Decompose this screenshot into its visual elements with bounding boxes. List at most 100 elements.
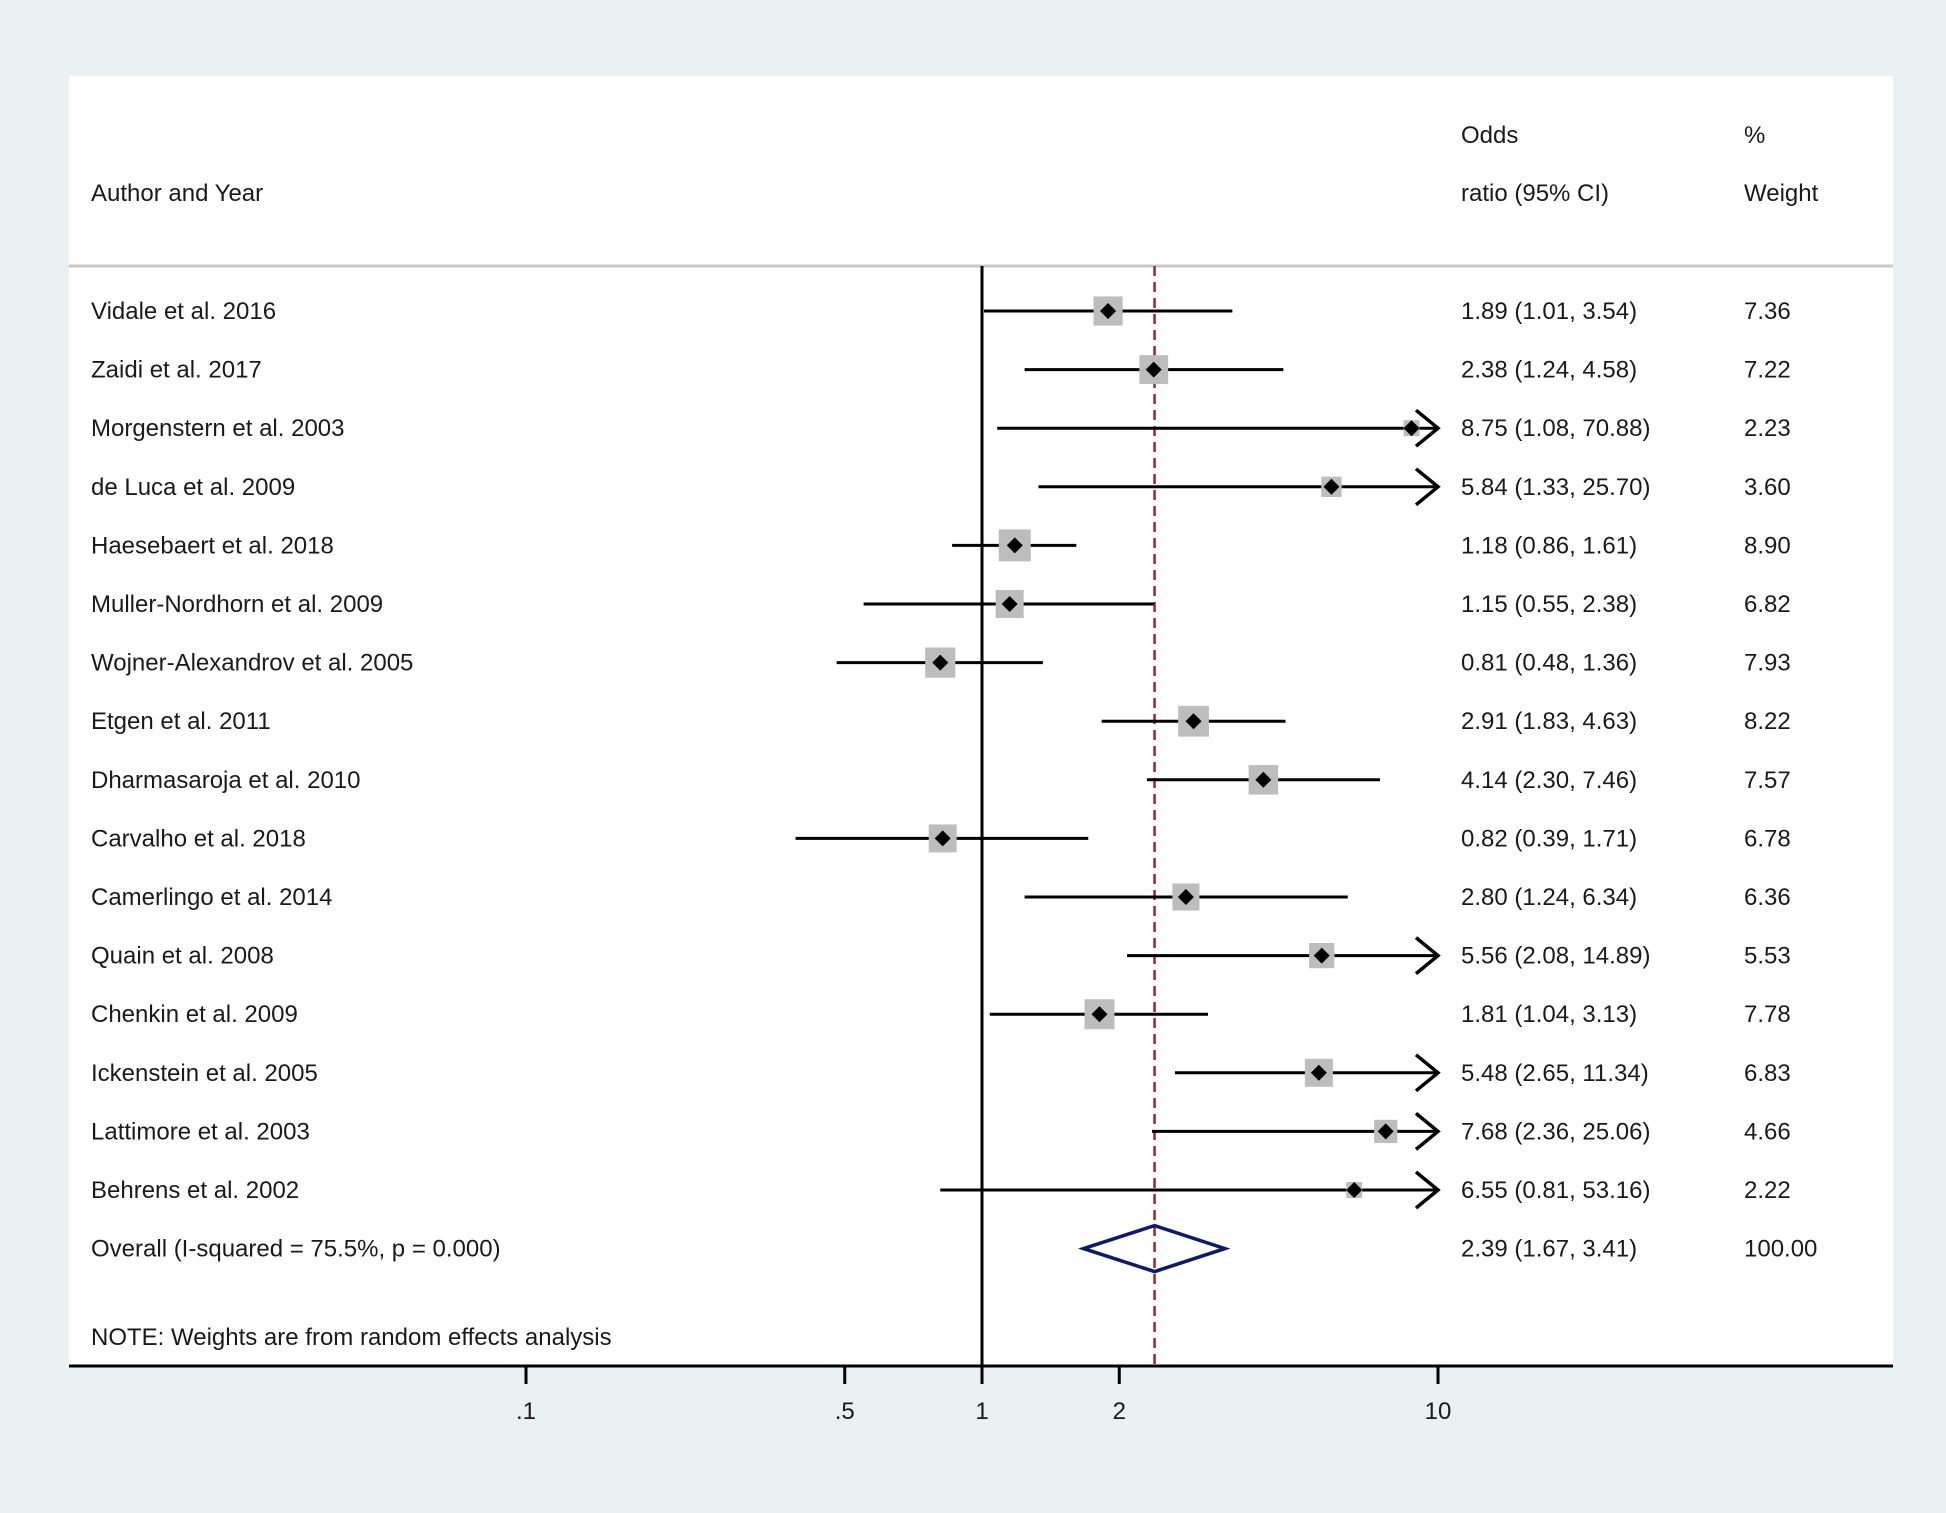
point-estimate (1177, 889, 1194, 905)
study-rows: Vidale et al. 2016 1.89 (1.01, 3.54) 7.36 Z… (91, 266, 1791, 1366)
study-label: Wojner-Alexandrov et al. 2005 (91, 650, 413, 677)
study-weight-text: 4.66 (1744, 1118, 1791, 1145)
study-ci-text: 1.89 (1.01, 3.54) (1461, 298, 1637, 325)
study-label: Haesebaert et al. 2018 (91, 532, 334, 559)
point-estimate (1091, 1006, 1108, 1023)
study-row: Muller-Nordhorn et al. 2009 1.15 (0.55, 2… (91, 589, 1791, 619)
point-estimate (1255, 771, 1272, 788)
header-or-line1: Odds (1461, 122, 1518, 149)
study-weight-text: 7.57 (1744, 767, 1791, 794)
overall-row: Overall (I-squared = 75.5%, p = 0.000) 2.… (91, 1223, 1817, 1274)
study-ci-text: 5.48 (2.65, 11.34) (1461, 1060, 1649, 1087)
study-weight-text: 3.60 (1744, 474, 1791, 501)
study-label: Morgenstern et al. 2003 (91, 415, 345, 442)
point-estimate (1100, 303, 1117, 319)
study-weight-text: 6.36 (1744, 884, 1791, 911)
study-label: Muller-Nordhorn et al. 2009 (91, 591, 383, 618)
ci-arrow (1414, 1170, 1441, 1210)
x-tick-label: 1 (975, 1398, 988, 1425)
study-row: Dharmasaroja et al. 2010 4.14 (2.30, 7.46… (91, 765, 1791, 795)
study-row: Vidale et al. 2016 1.89 (1.01, 3.54) 7.36 (91, 296, 1791, 326)
point-estimate (934, 830, 951, 847)
study-ci-text: 2.80 (1.24, 6.34) (1461, 884, 1637, 911)
study-weight-text: 8.22 (1744, 708, 1791, 735)
ci-arrow (1414, 1112, 1441, 1151)
study-row: Haesebaert et al. 2018 1.18 (0.86, 1.61) 8… (91, 529, 1791, 562)
point-estimate (1346, 1182, 1363, 1198)
study-ci-text: 4.14 (2.30, 7.46) (1461, 767, 1637, 794)
study-row: Camerlingo et al. 2014 2.80 (1.24, 6.34) 6… (91, 883, 1791, 911)
point-estimate (1403, 420, 1420, 437)
study-row: de Luca et al. 2009 5.84 (1.33, 25.70) 3.6… (91, 467, 1791, 507)
point-estimate (1377, 1123, 1394, 1140)
study-weight-text: 5.53 (1744, 943, 1791, 970)
study-weight-text: 6.82 (1744, 591, 1791, 618)
header-weight-line2: Weight (1744, 180, 1819, 207)
header-author: Author and Year (91, 180, 263, 207)
study-row: Etgen et al. 2011 2.91 (1.83, 4.63) 8.22 (91, 705, 1791, 737)
footnote: NOTE: Weights are from random effects an… (91, 1324, 612, 1351)
study-weight-text: 7.93 (1744, 650, 1791, 677)
study-row: Quain et al. 2008 5.56 (2.08, 14.89) 5.53 (91, 936, 1791, 975)
study-ci-text: 5.84 (1.33, 25.70) (1461, 474, 1650, 501)
study-label: Camerlingo et al. 2014 (91, 884, 332, 911)
study-label: Lattimore et al. 2003 (91, 1118, 310, 1145)
study-ci-text: 6.55 (0.81, 53.16) (1461, 1177, 1650, 1204)
study-label: Chenkin et al. 2009 (91, 1001, 298, 1028)
study-row: Lattimore et al. 2003 7.68 (2.36, 25.06) 4… (91, 1112, 1791, 1151)
ci-arrow (1414, 408, 1441, 448)
study-ci-text: 5.56 (2.08, 14.89) (1461, 943, 1650, 970)
study-ci-text: 1.81 (1.04, 3.13) (1461, 1001, 1637, 1028)
study-label: Quain et al. 2008 (91, 943, 274, 970)
study-label: Dharmasaroja et al. 2010 (91, 767, 360, 794)
study-label: Behrens et al. 2002 (91, 1177, 299, 1204)
study-ci-text: 0.81 (0.48, 1.36) (1461, 650, 1637, 677)
study-row: Behrens et al. 2002 6.55 (0.81, 53.16) 2.2… (91, 1170, 1791, 1210)
point-estimate (1323, 478, 1340, 495)
study-row: Zaidi et al. 2017 2.38 (1.24, 4.58) 7.22 (91, 355, 1791, 385)
study-weight-text: 6.78 (1744, 825, 1791, 852)
study-label: Ickenstein et al. 2005 (91, 1060, 318, 1087)
point-estimate (1185, 713, 1202, 730)
x-axis: .1 .5 1 2 10 (516, 1366, 1451, 1425)
study-weight-text: 7.22 (1744, 357, 1791, 384)
study-ci-text: 2.91 (1.83, 4.63) (1461, 708, 1637, 735)
x-tick-label: 10 (1425, 1398, 1452, 1425)
ci-arrow (1414, 936, 1441, 975)
study-weight-text: 2.23 (1744, 415, 1791, 442)
point-estimate (1310, 1064, 1327, 1081)
point-estimate (1313, 947, 1330, 964)
ci-arrow (1414, 1053, 1441, 1093)
study-weight-text: 7.78 (1744, 1001, 1791, 1028)
study-ci-text: 1.15 (0.55, 2.38) (1461, 591, 1637, 618)
study-weight-text: 7.36 (1744, 298, 1791, 325)
header-or-line2: ratio (95% CI) (1461, 180, 1609, 207)
overall-diamond (1077, 1223, 1231, 1274)
study-weight-text: 6.83 (1744, 1060, 1791, 1087)
study-label: Etgen et al. 2011 (91, 708, 271, 735)
ci-arrow (1414, 467, 1441, 507)
study-weight-text: 8.90 (1744, 532, 1791, 559)
x-tick-label: .1 (516, 1398, 536, 1425)
study-ci-text: 0.82 (0.39, 1.71) (1461, 825, 1637, 852)
study-row: Carvalho et al. 2018 0.82 (0.39, 1.71) 6.7… (91, 824, 1791, 852)
overall-label: Overall (I-squared = 75.5%, p = 0.000) (91, 1236, 501, 1263)
study-label: de Luca et al. 2009 (91, 474, 295, 501)
study-ci-text: 1.18 (0.86, 1.61) (1461, 532, 1637, 559)
header-weight-line1: % (1744, 122, 1765, 149)
point-estimate (1006, 537, 1023, 554)
point-estimate (932, 654, 949, 671)
study-label: Vidale et al. 2016 (91, 298, 276, 325)
point-estimate (1145, 361, 1162, 378)
point-estimate (1001, 596, 1018, 612)
study-row: Chenkin et al. 2009 1.81 (1.04, 3.13) 7.78 (91, 999, 1791, 1030)
study-ci-text: 8.75 (1.08, 70.88) (1461, 415, 1650, 442)
overall-weight-text: 100.00 (1744, 1236, 1817, 1263)
study-row: Wojner-Alexandrov et al. 2005 0.81 (0.48,… (91, 647, 1791, 678)
study-weight-text: 2.22 (1744, 1177, 1791, 1204)
study-row: Ickenstein et al. 2005 5.48 (2.65, 11.34)… (91, 1053, 1791, 1093)
study-ci-text: 7.68 (2.36, 25.06) (1461, 1118, 1650, 1145)
study-label: Zaidi et al. 2017 (91, 357, 262, 384)
study-label: Carvalho et al. 2018 (91, 825, 306, 852)
